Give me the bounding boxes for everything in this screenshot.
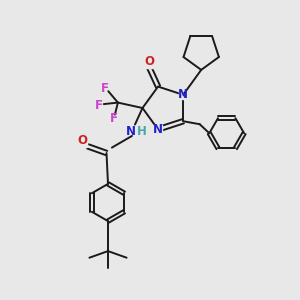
Text: F: F: [95, 99, 103, 112]
Text: F: F: [110, 112, 117, 125]
Text: F: F: [101, 82, 109, 95]
Text: H: H: [137, 124, 146, 138]
Text: O: O: [77, 134, 88, 148]
Bar: [179, 91, 188, 99]
Bar: [154, 125, 162, 134]
Bar: [145, 59, 154, 68]
Text: O: O: [144, 55, 154, 68]
Text: N: N: [153, 123, 163, 136]
Text: N: N: [125, 124, 136, 138]
Text: N: N: [178, 88, 188, 101]
Bar: [78, 138, 87, 147]
